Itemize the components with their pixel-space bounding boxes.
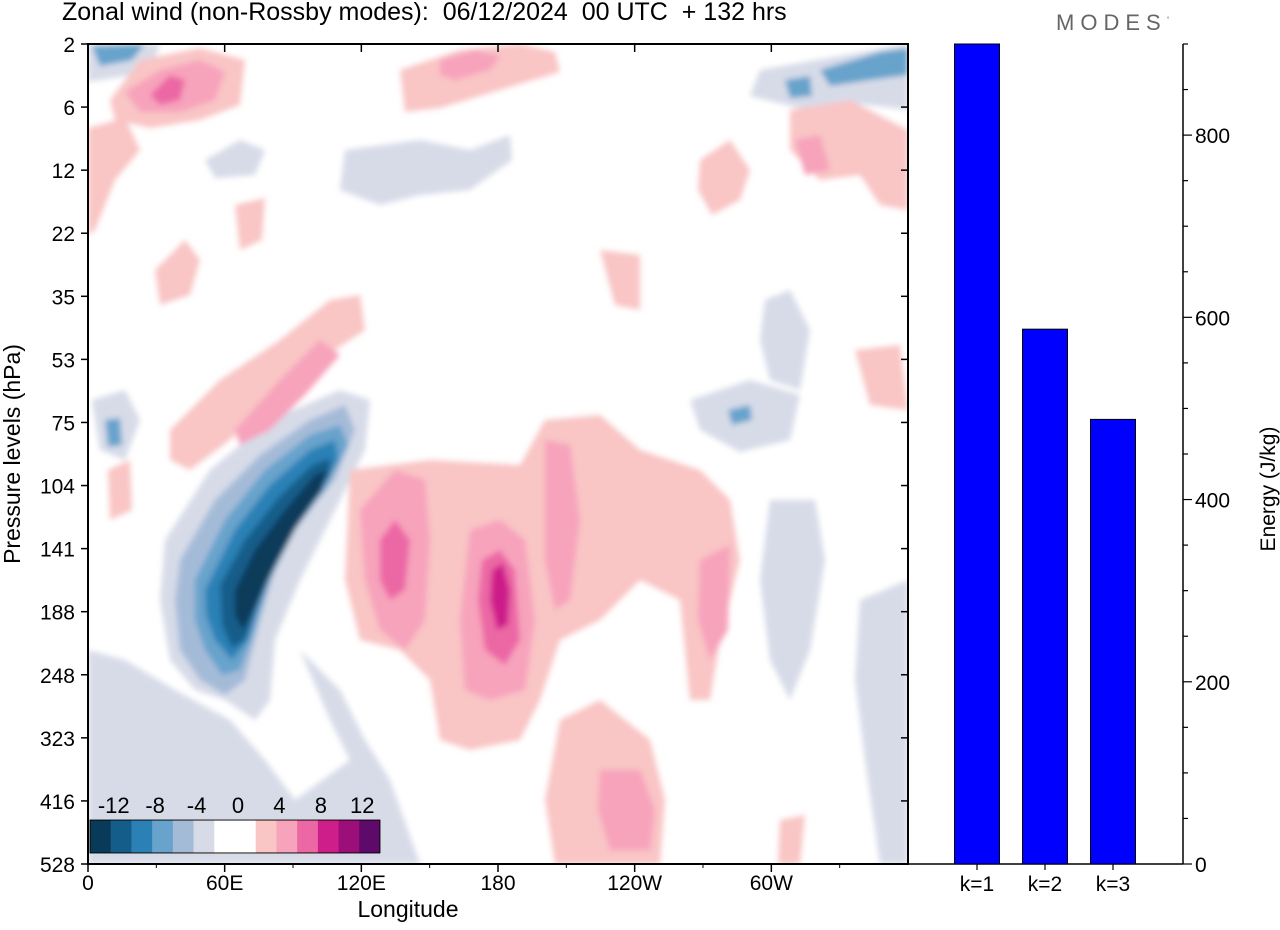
negative-region	[105, 418, 122, 447]
y-tick-label: 141	[40, 539, 75, 562]
y-tick-label: 248	[40, 665, 75, 688]
colorbar-swatch	[255, 820, 277, 853]
bar-category-label: k=3	[1096, 873, 1130, 896]
positive-region	[698, 545, 730, 660]
colorbar-tick-label: -8	[145, 793, 165, 818]
y-tick-label: 75	[52, 412, 75, 435]
x-axis-label: Longitude	[357, 896, 458, 922]
bar-y-tick-label: 800	[1195, 125, 1230, 148]
colorbar-swatch	[131, 820, 153, 853]
y-tick-label: 6	[63, 97, 75, 120]
positive-region	[855, 345, 908, 410]
colorbar-swatch	[172, 820, 195, 853]
positive-region	[155, 240, 200, 305]
contour-field	[88, 44, 908, 864]
energy-bar-chart: 0 200 400 600 800 Energy (J/kg) k=1 k=2 k=3	[908, 43, 1280, 896]
brand-logo: MODES°	[1056, 10, 1170, 35]
colorbar-swatch	[90, 820, 112, 853]
colorbar-swatch	[235, 820, 257, 853]
y-tick-label: 53	[52, 349, 75, 372]
x-tick-label: 60W	[750, 872, 793, 895]
bar-k=1	[954, 43, 1000, 865]
colorbar-swatch	[152, 820, 174, 853]
y-tick-label: 35	[52, 286, 75, 309]
positive-region	[440, 50, 500, 80]
colorbar-tick-label: 8	[315, 793, 327, 818]
colorbar-swatch	[193, 820, 215, 853]
x-tick-label: 120W	[607, 872, 662, 895]
positive-region	[235, 198, 265, 250]
positive-region	[380, 520, 410, 600]
y-tick-label: 528	[40, 854, 75, 877]
negative-region	[785, 76, 812, 98]
x-tick-label: 120E	[337, 872, 386, 895]
y-axis-label: Pressure levels (hPa)	[0, 344, 25, 564]
colorbar-swatch	[317, 820, 340, 853]
colorbar-tick-label: -12	[98, 793, 130, 818]
positive-region	[598, 770, 655, 850]
figure-title: Zonal wind (non-Rossby modes): 06/12/202…	[62, 0, 787, 26]
bar-category-label: k=1	[960, 873, 994, 896]
colorbar-tick-label: 0	[232, 793, 244, 818]
y-tick-label: 2	[63, 34, 75, 57]
colorbar: -12 -8 -4 0 4 8 12	[89, 793, 381, 854]
negative-core	[235, 470, 326, 630]
negative-region	[760, 290, 810, 390]
negative-region	[760, 500, 825, 700]
y-tick-label: 104	[40, 476, 75, 499]
bar-y-tick-label: 600	[1195, 307, 1230, 330]
positive-region	[170, 295, 365, 470]
bar-k=2	[1022, 328, 1068, 865]
negative-region	[855, 580, 908, 864]
negative-region	[820, 48, 908, 86]
negative-region	[340, 135, 512, 205]
colorbar-swatch	[359, 820, 381, 853]
y-tick-label: 323	[40, 728, 75, 751]
negative-region	[92, 44, 145, 66]
colorbar-tick-label: 4	[273, 793, 285, 818]
bar-y-tick-label: 400	[1195, 490, 1230, 513]
positive-region	[795, 135, 830, 175]
bar-y-tick-label: 200	[1195, 672, 1230, 695]
y-tick-label: 416	[40, 791, 75, 814]
positive-region	[88, 118, 140, 235]
positive-region	[698, 140, 750, 215]
colorbar-swatch	[214, 820, 236, 853]
colorbar-swatch	[338, 820, 360, 853]
colorbar-swatch	[297, 820, 319, 853]
x-tick-label: 60E	[206, 872, 243, 895]
x-tick-label: 0	[82, 872, 94, 895]
y-tick-label: 12	[52, 160, 75, 183]
heatmap-axes: 0 60E 120E 180 120W 60W Longitude 2 6 12 22 35 53 75 1…	[0, 34, 909, 922]
positive-region	[345, 415, 740, 750]
x-tick-label: 180	[480, 872, 515, 895]
positive-core	[490, 563, 510, 630]
colorbar-swatch	[276, 820, 298, 853]
positive-region	[790, 100, 908, 210]
bar-y-tick-label: 0	[1195, 854, 1207, 877]
negative-region	[205, 140, 265, 178]
positive-region	[150, 75, 185, 105]
positive-region	[545, 440, 580, 610]
positive-region	[235, 340, 340, 445]
colorbar-frame	[89, 819, 381, 854]
y-tick-label: 188	[40, 602, 75, 625]
negative-region	[728, 405, 752, 425]
bar-category-label: k=2	[1028, 873, 1062, 896]
y-tick-label: 22	[52, 223, 75, 246]
colorbar-tick-label: 12	[350, 793, 374, 818]
positive-region	[108, 460, 132, 520]
positive-region	[778, 815, 805, 864]
colorbar-swatch	[110, 820, 132, 853]
bar-k=3	[1090, 418, 1136, 865]
positive-region	[600, 250, 640, 310]
negative-region	[88, 650, 420, 864]
bar-y-axis-label: Energy (J/kg)	[1257, 427, 1280, 552]
colorbar-tick-label: -4	[187, 793, 207, 818]
